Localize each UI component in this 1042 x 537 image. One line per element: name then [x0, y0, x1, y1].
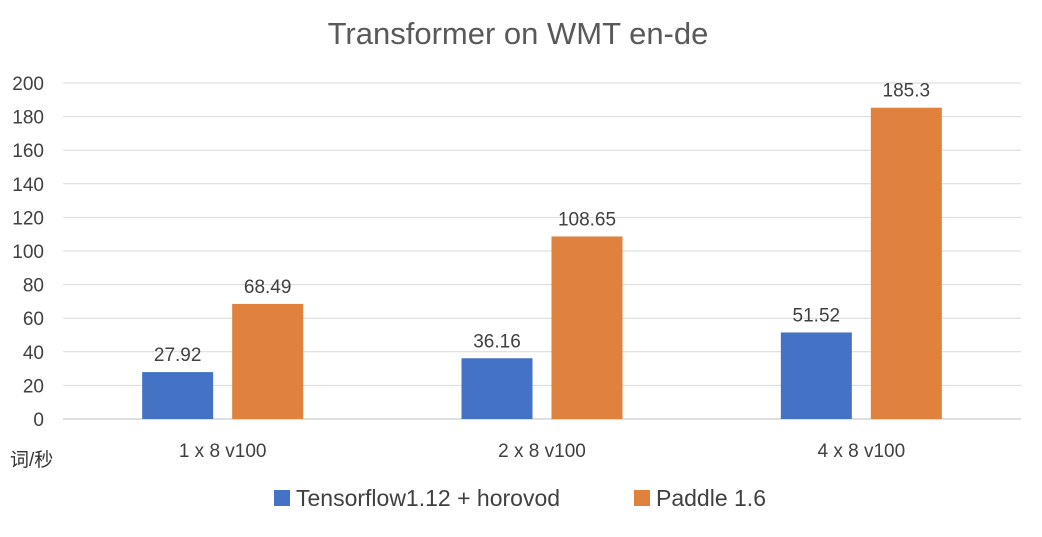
legend: Tensorflow1.12 + horovod Paddle 1.6 — [274, 485, 766, 511]
x-tick-label: 2 x 8 v100 — [498, 441, 586, 462]
legend-label: Paddle 1.6 — [656, 485, 766, 511]
y-tick-label: 160 — [12, 141, 44, 162]
bar-tensorflow — [780, 332, 852, 419]
bar-tensorflow — [142, 372, 214, 419]
bar-paddle — [232, 303, 304, 419]
data-label: 27.92 — [154, 345, 202, 366]
y-tick-label: 0 — [33, 410, 44, 431]
y-tick-label: 200 — [12, 74, 44, 95]
y-tick-label: 80 — [23, 276, 44, 297]
chart-title: Transformer on WMT en-de — [328, 16, 709, 51]
bar-tensorflow — [461, 358, 533, 419]
x-tick-label: 1 x 8 v100 — [179, 441, 267, 462]
x-axis-ticks: 1 x 8 v100 2 x 8 v100 4 x 8 v100 — [179, 441, 905, 462]
legend-swatch — [274, 490, 290, 506]
x-tick-label: 4 x 8 v100 — [817, 441, 905, 462]
bar-paddle — [551, 236, 623, 419]
legend-label: Tensorflow1.12 + horovod — [296, 485, 560, 511]
data-labels: 27.92 68.49 36.16 108.65 51.52 185.3 — [154, 81, 930, 366]
y-tick-label: 100 — [12, 242, 44, 263]
y-tick-label: 40 — [23, 343, 44, 364]
y-tick-label: 140 — [12, 175, 44, 196]
y-tick-label: 120 — [12, 208, 44, 229]
bar-paddle — [870, 107, 942, 420]
gridlines — [63, 82, 1021, 420]
y-tick-label: 180 — [12, 108, 44, 129]
y-tick-label: 20 — [23, 376, 44, 397]
y-axis-unit-label: 词/秒 — [10, 449, 53, 471]
bars — [142, 107, 942, 420]
legend-swatch — [634, 490, 650, 506]
data-label: 51.52 — [793, 305, 841, 326]
data-label: 185.3 — [883, 81, 931, 102]
data-label: 108.65 — [558, 209, 616, 230]
y-axis-ticks: 0 20 40 60 80 100 120 140 160 180 200 — [12, 74, 44, 431]
data-label: 36.16 — [473, 331, 521, 352]
y-tick-label: 60 — [23, 309, 44, 330]
data-label: 68.49 — [244, 277, 292, 298]
